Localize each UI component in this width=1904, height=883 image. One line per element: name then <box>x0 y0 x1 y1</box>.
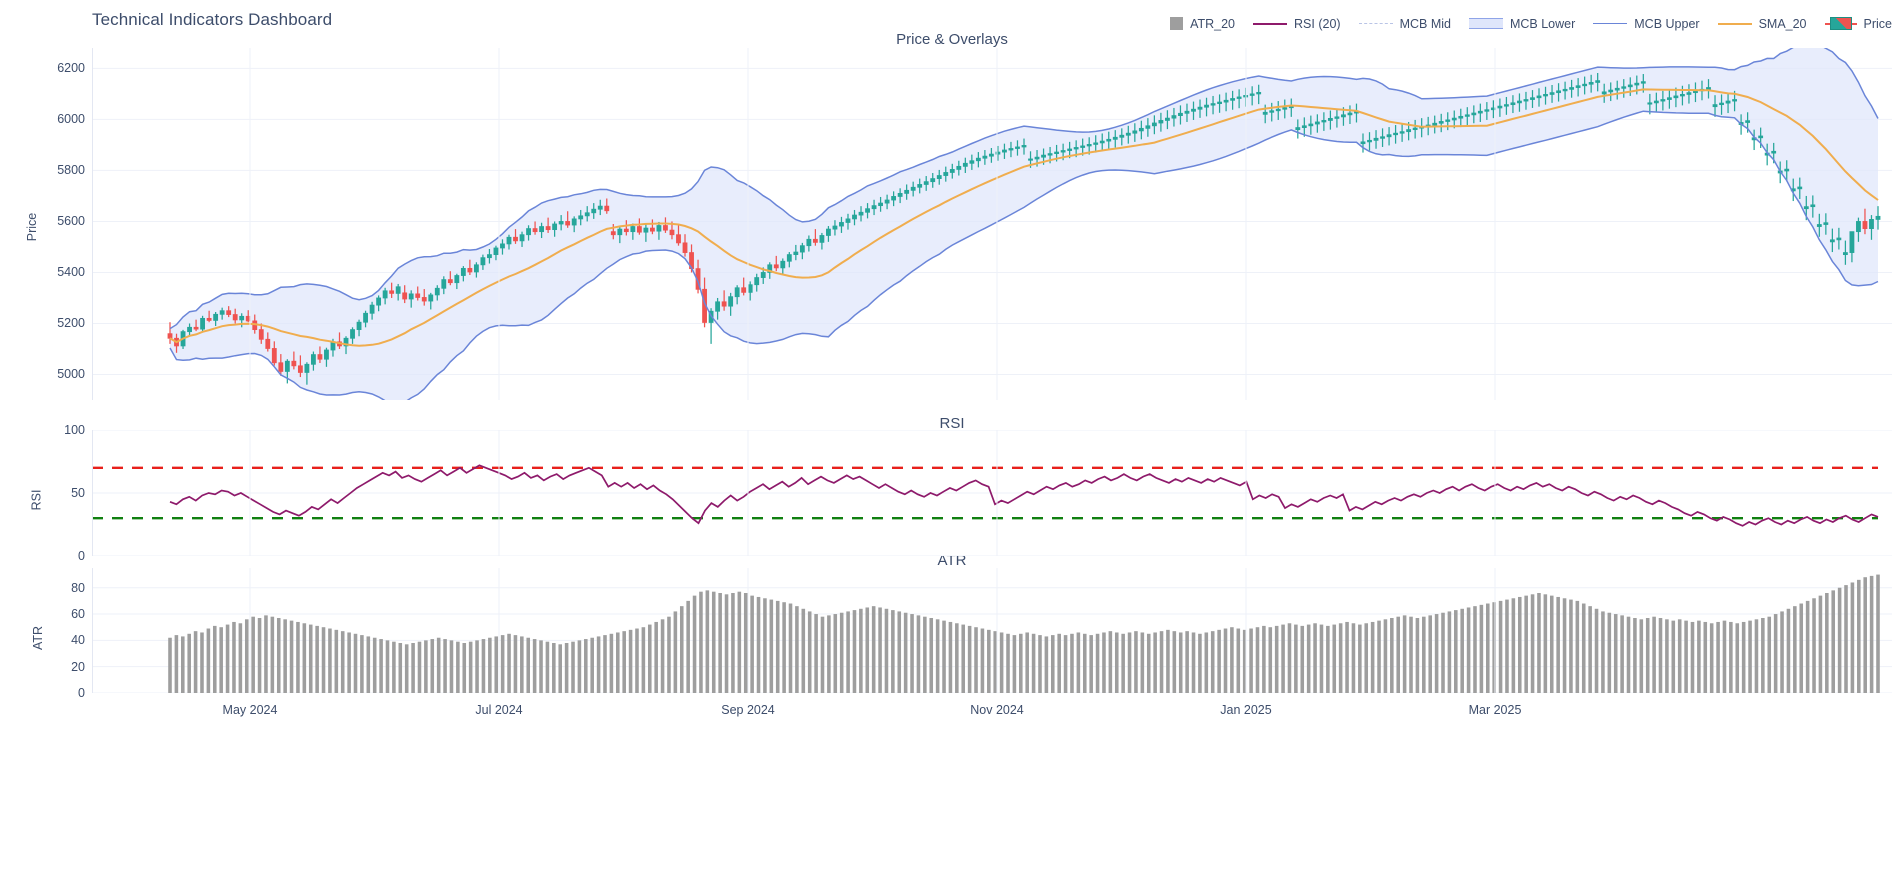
y-tick-label: 5800 <box>57 163 85 178</box>
subplot-title-rsi: RSI <box>939 415 965 432</box>
atr-panel: ATR 0 20 40 60 80 <box>31 568 1892 700</box>
chart-legend: ATR_20 RSI (20) MCB Mid MCB Lower MCB Upper S… <box>1170 16 1892 31</box>
y-tick-label: 6200 <box>57 61 85 76</box>
band-swatch-icon <box>1468 18 1503 29</box>
x-tick-label: Sep 2024 <box>721 703 775 717</box>
y-tick-label: 5400 <box>57 265 85 280</box>
legend-label: Price <box>1863 16 1892 31</box>
y-tick-label: 0 <box>78 686 85 700</box>
y-tick-label: 20 <box>71 659 85 674</box>
price-plot-area[interactable] <box>92 48 1892 400</box>
x-tick-label: Jul 2024 <box>475 703 523 717</box>
legend-item-mcb-mid[interactable]: MCB Mid <box>1358 16 1451 31</box>
y-tick-label: 60 <box>71 607 85 622</box>
price-panel: Price 5000 5200 5400 5600 5800 6000 6200 <box>25 48 1892 400</box>
atr-swatch-icon <box>1170 17 1184 30</box>
line-icon <box>1717 22 1752 25</box>
candlestick-icon <box>1824 16 1857 31</box>
line-icon <box>1253 22 1288 25</box>
atr-y-axis-line <box>92 568 93 693</box>
legend-label: SMA_20 <box>1758 16 1807 31</box>
rsi-panel: RSI 0 50 100 <box>29 423 1892 563</box>
legend-item-sma-20[interactable]: SMA_20 <box>1717 16 1807 31</box>
y-tick-label: 5600 <box>57 214 85 229</box>
atr-plot-area[interactable] <box>92 568 1892 693</box>
subplot-title-atr: ATR <box>937 552 967 569</box>
y-axis-title-atr: ATR <box>31 625 46 650</box>
line-icon <box>1593 23 1628 24</box>
legend-label: MCB Mid <box>1399 16 1451 31</box>
legend-item-price[interactable]: Price <box>1824 16 1892 31</box>
x-tick-label: Jan 2025 <box>1220 703 1272 717</box>
legend-label: RSI (20) <box>1294 16 1341 31</box>
legend-label: MCB Upper <box>1634 16 1700 31</box>
y-tick-label: 5000 <box>57 367 85 382</box>
y-axis-title-price: Price <box>25 213 40 242</box>
legend-item-atr-20[interactable]: ATR_20 <box>1170 17 1235 31</box>
y-tick-label: 100 <box>64 423 85 437</box>
y-tick-label: 0 <box>78 549 85 563</box>
y-tick-label: 5200 <box>57 316 85 331</box>
y-tick-label: 6000 <box>57 112 85 127</box>
legend-item-rsi-20[interactable]: RSI (20) <box>1253 17 1341 31</box>
subplot-title-price: Price & Overlays <box>896 31 1008 48</box>
legend-label: ATR_20 <box>1190 16 1236 31</box>
rsi-y-axis-line <box>92 430 93 556</box>
price-y-axis-line <box>92 48 93 400</box>
x-tick-label: Mar 2025 <box>1468 703 1522 717</box>
dashed-line-icon <box>1358 23 1393 24</box>
y-tick-label: 40 <box>71 633 85 648</box>
y-axis-title-rsi: RSI <box>29 489 44 511</box>
rsi-plot-area[interactable] <box>92 430 1892 556</box>
legend-label: MCB Lower <box>1509 16 1576 31</box>
x-tick-label: May 2024 <box>222 703 278 717</box>
x-tick-label: Nov 2024 <box>970 703 1024 717</box>
y-tick-label: 50 <box>71 486 85 500</box>
y-tick-label: 80 <box>71 580 85 595</box>
legend-item-mcb-lower[interactable]: MCB Lower <box>1468 16 1576 31</box>
legend-item-mcb-upper[interactable]: MCB Upper <box>1593 16 1700 31</box>
page-title: Technical Indicators Dashboard <box>92 10 333 29</box>
